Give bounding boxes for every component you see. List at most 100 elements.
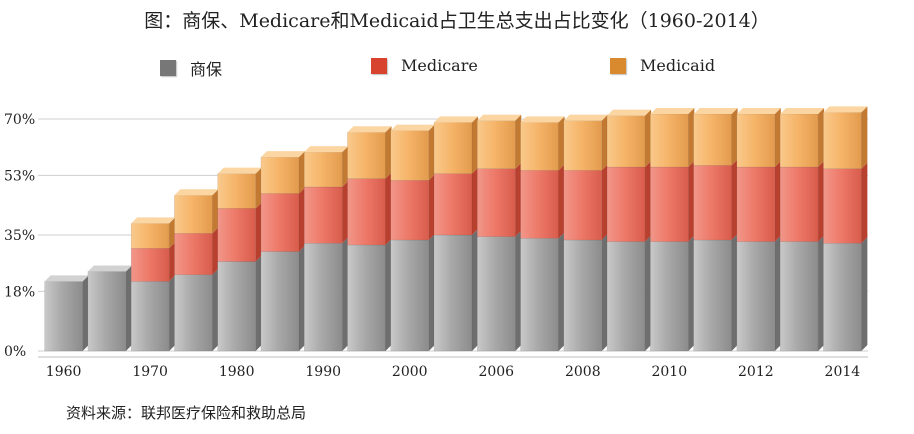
bar-side-medicare: [515, 162, 522, 237]
bar-side-commercial: [298, 245, 305, 351]
bar-segment-commercial: [477, 236, 516, 352]
bar-side-medicare: [601, 164, 608, 240]
bar-side-commercial: [645, 235, 652, 351]
bar-side-medicare: [818, 161, 825, 242]
bar-side-medicaid: [688, 108, 695, 168]
bar-stack: [477, 114, 522, 352]
bar-side-medicare: [645, 161, 652, 242]
bar-top-medicaid: [174, 189, 219, 196]
bar-stack: [44, 275, 89, 352]
bar-stack: [736, 108, 781, 352]
bar-segment-commercial: [44, 281, 83, 352]
bar-segment-medicaid: [693, 113, 732, 166]
bar-segment-medicaid: [174, 194, 213, 234]
bar-segment-medicare: [606, 166, 646, 242]
bar-segment-commercial: [87, 271, 127, 352]
bar-side-commercial: [472, 229, 478, 351]
bar-side-medicaid: [774, 108, 781, 168]
legend-item-medicare: Medicare: [371, 56, 478, 75]
bar-side-medicaid: [861, 106, 868, 169]
bar-segment-commercial: [174, 274, 213, 352]
bar-segment-commercial: [779, 241, 819, 352]
y-tick-label: 0%: [4, 344, 26, 360]
source-note: 资料来源：联邦医疗保险和救助总局: [66, 404, 307, 422]
bar-segment-medicare: [260, 193, 300, 252]
bar-side-commercial: [688, 235, 695, 351]
bar-segment-commercial: [520, 238, 559, 352]
bar-side-medicaid: [169, 217, 176, 249]
bar-segment-medicare: [563, 170, 603, 241]
bar-side-medicare: [169, 242, 176, 282]
bar-segment-commercial: [693, 239, 732, 352]
bar-stack: [693, 108, 738, 352]
x-tick-label: 1990: [305, 364, 341, 380]
bar-segment-medicaid: [779, 113, 819, 168]
x-tick-label: 2008: [565, 364, 601, 380]
bar-segment-medicare: [477, 168, 516, 237]
bar-top-medicaid: [520, 116, 565, 123]
bar-side-commercial: [428, 233, 435, 351]
bar-stack: [217, 167, 262, 352]
x-tick-label: 2014: [825, 364, 861, 380]
bar-side-commercial: [342, 237, 349, 351]
bar-side-medicaid: [385, 126, 392, 179]
bar-side-commercial: [169, 275, 176, 351]
bar-segment-medicaid: [736, 113, 776, 168]
bar-segment-medicare: [693, 165, 732, 241]
bar-side-commercial: [515, 230, 522, 351]
bar-stack: [650, 108, 695, 352]
bar-top-medicaid: [736, 108, 781, 115]
bar-segment-medicaid: [347, 132, 386, 179]
bar-side-medicaid: [212, 189, 219, 234]
bar-segment-medicaid: [823, 112, 862, 169]
bar-side-medicaid: [255, 167, 262, 209]
y-tick-label: 35%: [4, 228, 35, 244]
bar-segment-medicaid: [563, 120, 603, 171]
bar-stack: [260, 151, 305, 352]
bar-stack: [87, 265, 132, 352]
bar-segment-medicare: [779, 166, 819, 242]
bar-side-medicaid: [558, 116, 565, 171]
bar-side-medicare: [212, 227, 219, 275]
bar-stack: [130, 217, 176, 352]
x-axis-ticks: 1960 1970 1980 1990 2000 2006 2008 2010 2012 2014: [46, 364, 860, 380]
legend: 商保 Medicare Medicaid: [0, 56, 914, 79]
bar-segment-medicare: [650, 166, 689, 242]
bar-side-medicare: [298, 187, 305, 252]
bar-top-medicaid: [131, 217, 176, 224]
bar-side-commercial: [385, 238, 392, 351]
legend-label-medicare: Medicare: [401, 56, 478, 75]
y-tick-label: 18%: [4, 284, 35, 300]
bar-side-medicare: [385, 172, 392, 245]
bar-stack: [347, 126, 392, 352]
bar-side-medicare: [731, 159, 738, 240]
bar-segment-commercial: [650, 241, 689, 352]
bar-side-medicaid: [472, 116, 478, 174]
bar-top-medicaid: [434, 116, 478, 123]
bar-segment-medicaid: [217, 173, 256, 209]
bar-top-medicaid: [780, 108, 825, 115]
bar-top-medicaid: [260, 151, 305, 158]
bar-segment-medicare: [520, 170, 559, 239]
bar-side-medicare: [688, 161, 695, 242]
bar-segment-commercial: [563, 239, 603, 352]
bar-segment-commercial: [303, 243, 343, 352]
bar-top-medicaid: [217, 167, 262, 174]
bar-stack: [779, 108, 825, 352]
bar-side-medicaid: [342, 146, 349, 187]
bar-stack: [174, 189, 219, 352]
bar-segment-commercial: [390, 239, 429, 352]
bar-side-commercial: [212, 268, 219, 351]
legend-swatch-commercial: [160, 60, 176, 76]
x-tick-label: 2006: [478, 364, 514, 380]
bar-segment-medicaid: [650, 113, 689, 168]
y-axis-ticks: 0% 18% 35% 53% 70%: [4, 112, 35, 360]
bar-stack: [390, 124, 435, 352]
x-tick-label: 2000: [392, 364, 428, 380]
bar-segment-medicare: [217, 208, 256, 262]
bar-segment-medicaid: [390, 130, 429, 181]
bar-side-commercial: [255, 255, 262, 351]
bar-segment-commercial: [260, 251, 300, 352]
bar-segment-medicare: [433, 173, 473, 236]
